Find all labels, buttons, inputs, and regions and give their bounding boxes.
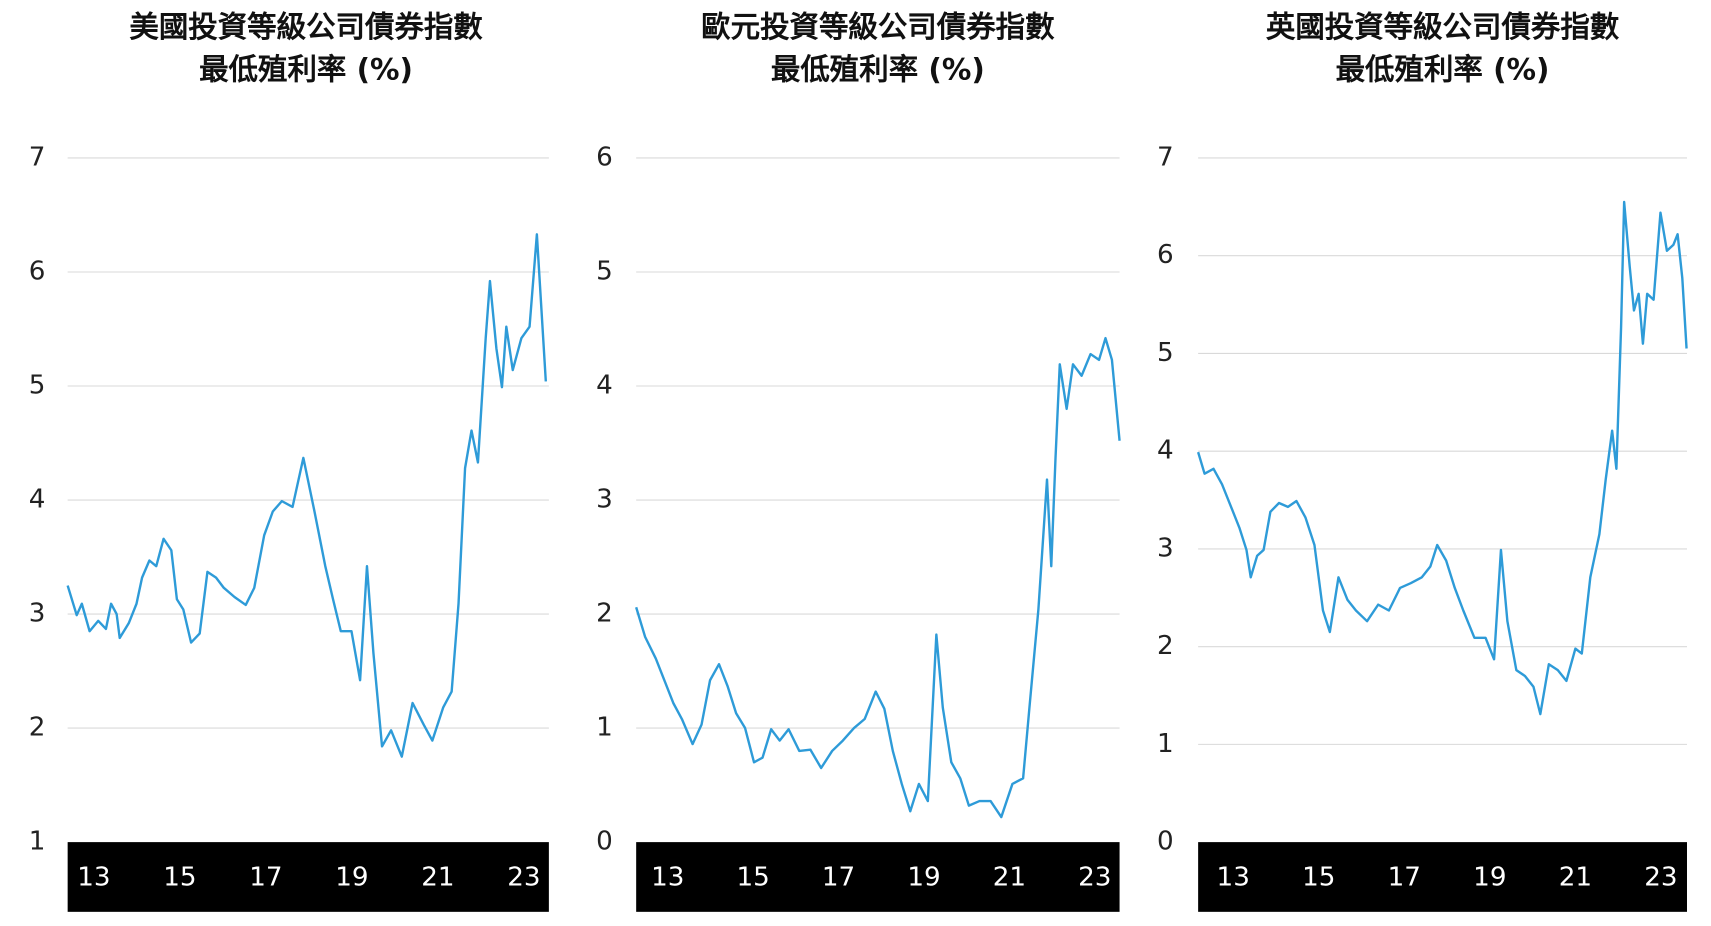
x-tick-label: 21 (993, 863, 1026, 893)
y-tick-label: 6 (596, 142, 613, 172)
x-tick-label: 17 (249, 863, 282, 893)
chart-title: 歐元投資等級公司債券指數 (701, 10, 1055, 44)
y-tick-label: 0 (596, 827, 613, 857)
y-tick-label: 1 (596, 713, 613, 743)
y-tick-label: 1 (29, 827, 46, 857)
y-tick-label: 1 (1157, 729, 1174, 759)
y-tick-label: 3 (29, 599, 46, 629)
data-line (66, 233, 548, 758)
x-axis-band (67, 842, 549, 912)
chart-subtitle: 最低殖利率 (%) (199, 53, 413, 87)
y-tick-label: 6 (1157, 240, 1174, 270)
x-tick-label: 17 (1388, 863, 1421, 893)
x-tick-label: 13 (1217, 863, 1250, 893)
y-tick-label: 5 (596, 257, 613, 287)
chart-title: 英國投資等級公司債券指數 (1266, 10, 1620, 44)
y-tick-label: 7 (1157, 142, 1174, 172)
y-tick-label: 3 (1157, 533, 1174, 563)
x-tick-label: 23 (1644, 863, 1677, 893)
x-tick-label: 23 (507, 863, 540, 893)
x-tick-label: 17 (822, 863, 855, 893)
y-tick-label: 3 (596, 485, 613, 515)
y-tick-label: 0 (1157, 827, 1174, 857)
y-tick-label: 2 (29, 713, 46, 743)
x-tick-label: 13 (651, 863, 684, 893)
x-tick-label: 15 (163, 863, 196, 893)
y-tick-label: 2 (1157, 631, 1174, 661)
data-line (635, 336, 1121, 819)
x-axis-band (636, 842, 1120, 912)
x-tick-label: 19 (335, 863, 368, 893)
x-tick-label: 15 (737, 863, 770, 893)
data-line (1196, 200, 1688, 716)
x-tick-label: 13 (77, 863, 110, 893)
x-tick-label: 19 (907, 863, 940, 893)
chart-title: 美國投資等級公司債券指數 (129, 10, 483, 44)
y-tick-label: 4 (596, 371, 613, 401)
chart-subtitle: 最低殖利率 (%) (1336, 53, 1550, 87)
x-tick-label: 21 (1559, 863, 1592, 893)
x-tick-label: 21 (421, 863, 454, 893)
chart-subtitle: 最低殖利率 (%) (771, 53, 985, 87)
y-tick-label: 6 (29, 257, 46, 287)
x-tick-label: 23 (1078, 863, 1111, 893)
y-tick-label: 2 (596, 599, 613, 629)
y-tick-label: 4 (1157, 436, 1174, 466)
y-tick-label: 7 (29, 142, 46, 172)
x-tick-label: 15 (1302, 863, 1335, 893)
y-tick-label: 5 (1157, 338, 1174, 368)
x-tick-label: 19 (1473, 863, 1506, 893)
y-tick-label: 4 (29, 485, 46, 515)
x-axis-band (1198, 842, 1687, 912)
y-tick-label: 5 (29, 371, 46, 401)
